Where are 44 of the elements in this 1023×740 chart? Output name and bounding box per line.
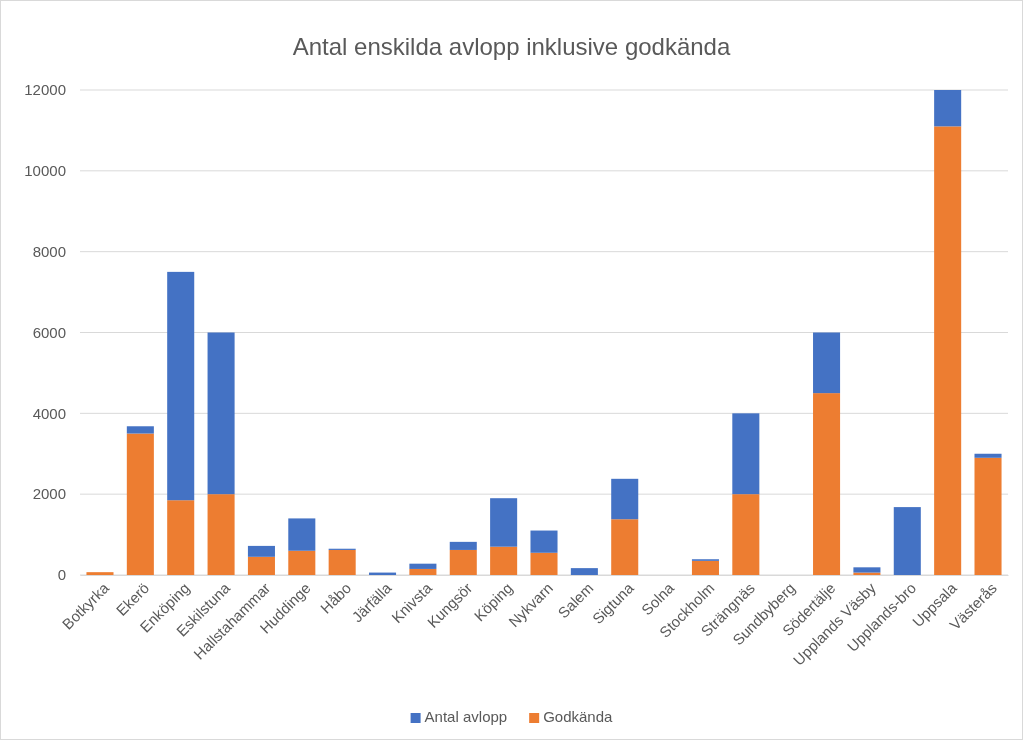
bar (167, 500, 195, 575)
bar (207, 494, 235, 575)
bar (86, 572, 114, 575)
bar (893, 507, 921, 575)
bar (691, 560, 719, 575)
bar (247, 545, 275, 557)
bar (288, 550, 316, 575)
bar (611, 519, 639, 575)
y-tick-label: 4000 (32, 404, 66, 422)
bar (530, 530, 558, 553)
bar (449, 541, 477, 550)
bar (207, 332, 235, 495)
bar (449, 549, 477, 575)
bar (409, 568, 437, 575)
bar (974, 457, 1002, 575)
chart-title: Antal enskilda avlopp inklusive godkända (292, 33, 731, 60)
bar (570, 568, 598, 575)
bar (126, 426, 154, 434)
bar (934, 90, 962, 127)
y-tick-label: 6000 (32, 323, 66, 341)
y-tick-label: 10000 (24, 162, 66, 180)
bar (732, 413, 760, 495)
y-tick-label: 2000 (32, 485, 66, 503)
bar (611, 478, 639, 520)
bar (732, 494, 760, 575)
bar (934, 126, 962, 575)
bar (247, 556, 275, 575)
bar (167, 271, 195, 501)
legend-label: Godkända (543, 708, 614, 725)
y-tick-label: 12000 (24, 81, 66, 99)
bar (126, 433, 154, 575)
y-tick-label: 0 (57, 566, 66, 584)
bar (490, 546, 518, 575)
bar (490, 498, 518, 547)
bar (328, 549, 356, 575)
legend-label: Antal avlopp (424, 708, 508, 725)
y-tick-label: 8000 (32, 242, 66, 260)
bar (974, 453, 1002, 458)
bar (530, 552, 558, 575)
bar (288, 518, 316, 551)
bar (813, 393, 841, 575)
bar (813, 332, 841, 394)
bar (409, 563, 437, 569)
bar (853, 567, 881, 573)
